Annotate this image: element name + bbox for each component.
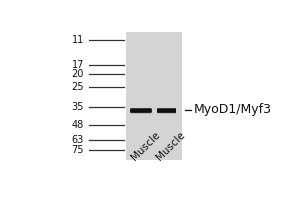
FancyBboxPatch shape [130,108,152,112]
Bar [126,32,182,160]
Text: MyoD1/Myf3: MyoD1/Myf3 [193,103,271,116]
Text: Muscle: Muscle [155,130,188,163]
Text: 35: 35 [72,102,84,112]
Text: 75: 75 [71,145,84,155]
FancyBboxPatch shape [157,108,176,112]
FancyBboxPatch shape [157,108,176,112]
FancyBboxPatch shape [130,110,152,113]
Text: 48: 48 [72,120,84,130]
FancyBboxPatch shape [130,108,152,112]
Text: 17: 17 [72,60,84,70]
Text: 20: 20 [72,69,84,79]
FancyBboxPatch shape [130,109,152,113]
FancyBboxPatch shape [157,109,176,113]
FancyBboxPatch shape [157,110,176,113]
Text: 63: 63 [72,135,84,145]
FancyBboxPatch shape [157,109,176,112]
Text: 25: 25 [71,82,84,92]
Text: Muscle: Muscle [129,130,162,163]
Text: 11: 11 [72,35,84,45]
FancyBboxPatch shape [130,109,152,112]
